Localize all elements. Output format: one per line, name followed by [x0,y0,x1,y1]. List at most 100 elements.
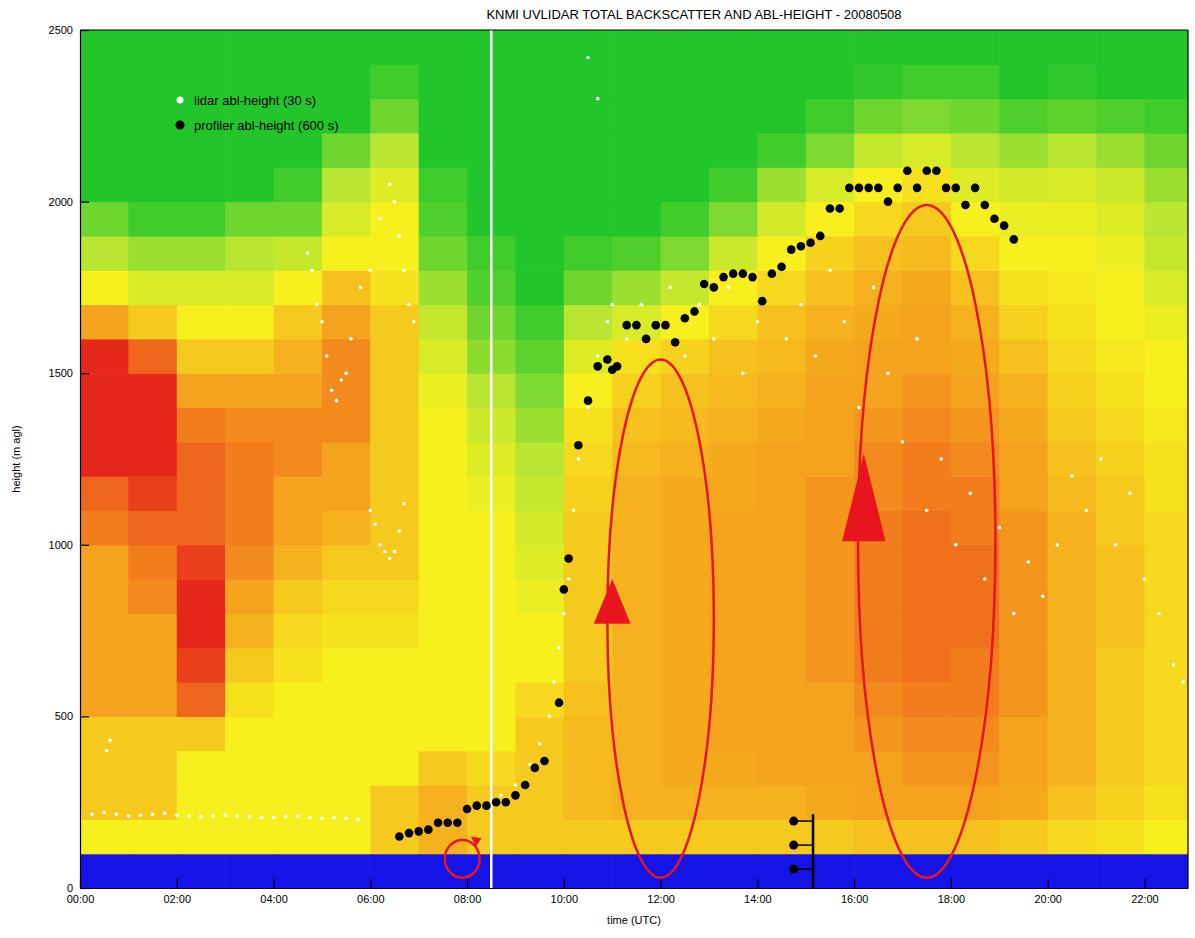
abl-point [961,201,970,210]
heat-cell [709,545,758,580]
heat-cell [1048,442,1097,477]
heat-cell [854,819,903,854]
series-0 [80,56,1185,822]
abl-point [756,320,760,324]
heat-cell [951,785,1000,820]
heat-cell [274,236,323,271]
heat-cell [128,133,177,168]
heat-cell [370,408,419,443]
abl-point [315,303,319,307]
heat-cell [322,30,371,65]
abl-point [651,321,660,330]
abl-point [434,818,443,827]
legend-label: lidar abl-height (30 s) [194,93,316,108]
heat-cell [322,64,371,99]
heat-cell [322,167,371,202]
heat-cell [225,339,274,374]
heat-cell [80,270,129,305]
heat-cell [1048,99,1097,134]
tick-mark [1144,879,1145,888]
heat-cell [370,682,419,717]
heat-cell [806,579,855,614]
heat-cell [951,716,1000,751]
heat-cell [177,373,226,408]
abl-point [412,320,416,324]
axis-line [81,888,1189,889]
abl-point [349,337,353,341]
abl-point [1099,457,1103,461]
heat-cell [757,785,806,820]
heat-cell [419,545,468,580]
heat-cell [806,408,855,443]
heat-cell [370,64,419,99]
abl-point [942,184,951,193]
abl-point [710,283,719,292]
heat-cell [370,648,419,683]
tick-label: 16:00 [841,893,869,905]
heat-cell [854,785,903,820]
heat-cell [1144,236,1188,271]
heat-cell [370,305,419,340]
heat-cell [1048,545,1097,580]
heat-cell [515,64,564,99]
heat-cell [1096,270,1145,305]
heat-cell [1096,854,1145,888]
tick-mark [564,879,565,888]
abl-point [610,303,614,307]
heat-cell [515,510,564,545]
heat-cell [177,236,226,271]
heat-cell [128,613,177,648]
heat-cell [1096,648,1145,683]
heat-cell [128,648,177,683]
tick-label: 04:00 [260,893,288,905]
abl-point [388,183,392,187]
heat-cell [177,339,226,374]
heat-cell [1048,305,1097,340]
heat-cell [322,613,371,648]
heat-cell [419,133,468,168]
abl-point [625,337,629,341]
heat-cell [1048,819,1097,854]
heat-cell [1096,510,1145,545]
heat-cell [999,236,1048,271]
heat-cell [757,270,806,305]
heat-cell [80,236,129,271]
heat-cell [515,133,564,168]
abl-point [642,335,651,344]
heat-cell [128,854,177,888]
heat-cell [274,30,323,65]
heat-cell [1144,442,1188,477]
heat-cell [1096,613,1145,648]
tick: 12:00 [647,879,675,905]
heat-cell [1096,819,1145,854]
tick-label: 22:00 [1131,893,1159,905]
heat-cell [322,305,371,340]
abl-point [369,268,373,272]
heat-cell [322,408,371,443]
heat-cell [225,133,274,168]
abl-point [622,321,631,330]
heat-cell [564,545,613,580]
heat-cell [999,202,1048,237]
heat-cell [757,476,806,511]
circulation-loop [445,840,480,878]
heat-cell [80,167,129,202]
heat-cell [515,305,564,340]
heat-cell [177,545,226,580]
abl-point [586,406,590,410]
circulation-arrow [842,454,886,542]
plot-area [80,30,1188,888]
heat-cell [515,785,564,820]
heat-cell [177,785,226,820]
heat-cell [177,682,226,717]
heat-cell [1096,30,1145,65]
marker-line [490,30,493,888]
heat-cell [612,510,661,545]
heat-cell [806,716,855,751]
heat-cell [128,99,177,134]
heat-cell [1048,408,1097,443]
heat-cell [999,339,1048,374]
abl-point [712,337,716,341]
heat-cell [515,30,564,65]
heat-cell [1048,30,1097,65]
